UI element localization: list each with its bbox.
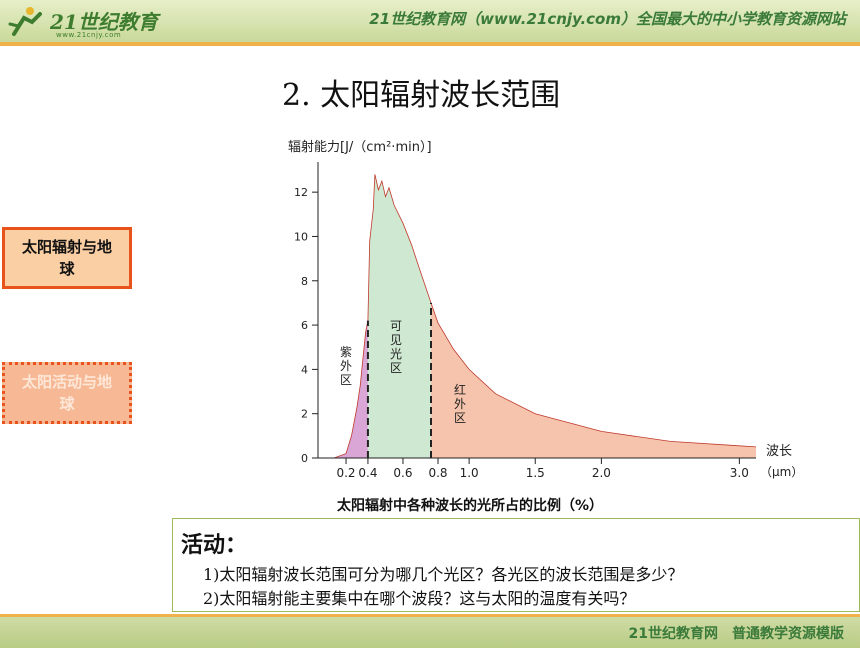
x-axis-label: 波长 — [766, 444, 792, 459]
x-tick-label: 0.2 — [336, 466, 355, 480]
region-label-ir: 外 — [454, 397, 466, 411]
x-tick-label: 0.8 — [428, 466, 447, 480]
y-tick-label: 8 — [301, 275, 308, 288]
region-label-visible: 光 — [390, 347, 402, 361]
area-ir — [431, 302, 756, 458]
x-tick-label: 1.5 — [526, 466, 545, 480]
x-tick-label: 3.0 — [730, 466, 749, 480]
region-label-visible: 见 — [390, 333, 402, 347]
y-tick-label: 0 — [301, 452, 308, 465]
y-tick-label: 10 — [294, 230, 308, 243]
area-visible — [367, 174, 431, 458]
activity-title: 活动： — [181, 533, 248, 558]
area-uv — [334, 320, 368, 458]
x-tick-label: 2.0 — [592, 466, 611, 480]
region-label-ir: 红 — [454, 382, 466, 397]
y-tick-label: 2 — [301, 408, 308, 421]
y-tick-label: 4 — [301, 363, 308, 376]
y-tick-label: 6 — [301, 319, 308, 332]
y-axis-label: 辐射能力[J/（cm²·min）] — [288, 139, 432, 155]
nav-label: 太阳活动与地球 — [21, 373, 112, 413]
radiation-chart: 0 2 4 6 8 10 12 0.2 0.4 0.6 0.8 1.0 1.5 2.0 3.0 辐射能力[J/… — [286, 132, 806, 518]
activity-question: 1)太阳辐射波长范围可分为哪几个光区？各光区的波长范围是多少？ — [203, 565, 684, 584]
site-slogan: 21世纪教育网（www.21cnjy.com）全国最大的中小学教育资源网站 — [369, 10, 846, 28]
region-label-visible: 可 — [390, 319, 402, 333]
nav-sun-activity-earth[interactable]: 太阳活动与地球 — [2, 362, 132, 424]
chart-caption: 太阳辐射中各种波长的光所占的比例（%） — [337, 498, 604, 514]
slide-title: 2. 太阳辐射波长范围 — [282, 78, 561, 113]
y-tick-label: 12 — [294, 186, 308, 199]
chart-svg: 0 2 4 6 8 10 12 0.2 0.4 0.6 0.8 1.0 1.5 2.0 3.0 辐射能力[J/… — [288, 139, 803, 480]
nav-label: 太阳辐射与地球 — [21, 238, 112, 278]
region-label-ir: 区 — [454, 411, 466, 425]
logo-url: www.21cnjy.com — [56, 31, 122, 39]
region-label-visible: 区 — [390, 361, 402, 375]
activity-box: 活动： 1)太阳辐射波长范围可分为哪几个光区？各光区的波长范围是多少？ 2)太阳… — [172, 518, 860, 612]
curve-ir — [430, 302, 757, 448]
x-tick-label: 0.6 — [393, 466, 412, 480]
region-label-uv: 外 — [340, 359, 352, 373]
x-axis-unit: （μm） — [760, 465, 803, 479]
footer-text: 21世纪教育网 普通教学资源模版 — [628, 626, 844, 642]
region-label-uv: 紫 — [340, 345, 352, 359]
x-tick-label: 0.4 — [358, 466, 377, 480]
header-bar: 21世纪教育 www.21cnjy.com 21世纪教育网（www.21cnjy… — [0, 0, 860, 46]
footer-bar: 21世纪教育网 普通教学资源模版 — [0, 614, 860, 648]
x-tick-label: 1.0 — [460, 466, 479, 480]
curve-visible — [367, 174, 432, 321]
region-label-uv: 区 — [340, 373, 352, 387]
activity-question: 2)太阳辐射能主要集中在哪个波段？这与太阳的温度有关吗？ — [203, 589, 636, 608]
logo-text: 21世纪教育 — [50, 10, 158, 34]
curve-uv — [333, 320, 369, 459]
nav-sun-radiation-earth[interactable]: 太阳辐射与地球 — [2, 227, 132, 289]
runner-logo-icon — [8, 7, 42, 36]
